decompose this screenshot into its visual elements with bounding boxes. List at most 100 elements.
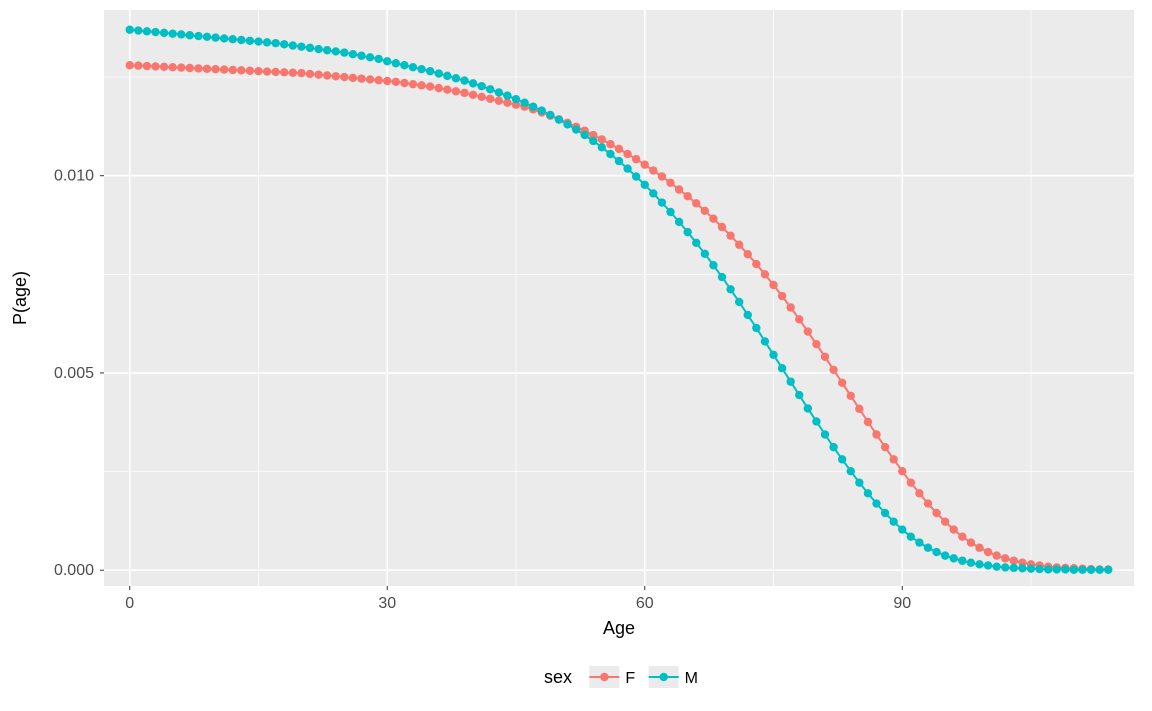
point bbox=[229, 35, 237, 43]
point bbox=[615, 157, 623, 165]
point bbox=[237, 66, 245, 74]
point bbox=[297, 42, 305, 50]
point bbox=[786, 303, 794, 311]
point bbox=[151, 28, 159, 36]
point bbox=[306, 70, 314, 78]
point bbox=[460, 89, 468, 97]
point bbox=[804, 327, 812, 335]
point bbox=[392, 59, 400, 67]
point bbox=[349, 74, 357, 82]
point bbox=[847, 467, 855, 475]
point bbox=[632, 172, 640, 180]
point bbox=[529, 102, 537, 110]
point bbox=[400, 79, 408, 87]
point bbox=[409, 63, 417, 71]
point bbox=[1070, 566, 1078, 574]
point bbox=[417, 65, 425, 73]
point bbox=[598, 135, 606, 143]
point bbox=[271, 68, 279, 76]
point bbox=[194, 64, 202, 72]
point bbox=[134, 26, 142, 34]
point bbox=[134, 61, 142, 69]
point bbox=[340, 73, 348, 81]
point bbox=[495, 88, 503, 96]
point bbox=[726, 231, 734, 239]
point bbox=[709, 261, 717, 269]
point bbox=[778, 364, 786, 372]
point bbox=[1095, 566, 1103, 574]
point bbox=[538, 106, 546, 114]
point bbox=[623, 150, 631, 158]
point bbox=[589, 137, 597, 145]
point bbox=[383, 57, 391, 65]
legend-key-point bbox=[600, 673, 608, 681]
point bbox=[1001, 563, 1009, 571]
point bbox=[641, 160, 649, 168]
point bbox=[984, 561, 992, 569]
point bbox=[623, 164, 631, 172]
point bbox=[177, 30, 185, 38]
point bbox=[477, 82, 485, 90]
point bbox=[821, 353, 829, 361]
point bbox=[761, 270, 769, 278]
point bbox=[718, 273, 726, 281]
point bbox=[289, 69, 297, 77]
point bbox=[658, 198, 666, 206]
point bbox=[1078, 566, 1086, 574]
legend-label: F bbox=[625, 670, 635, 687]
point bbox=[864, 489, 872, 497]
point bbox=[666, 179, 674, 187]
x-axis-title: Age bbox=[603, 618, 635, 638]
point bbox=[718, 223, 726, 231]
point bbox=[1035, 565, 1043, 573]
point bbox=[177, 63, 185, 71]
point bbox=[864, 418, 872, 426]
point bbox=[263, 67, 271, 75]
point bbox=[460, 76, 468, 84]
point bbox=[280, 68, 288, 76]
point bbox=[469, 79, 477, 87]
point bbox=[847, 392, 855, 400]
point bbox=[555, 115, 563, 123]
point bbox=[443, 72, 451, 80]
point bbox=[735, 241, 743, 249]
legend-label: M bbox=[685, 670, 698, 687]
point bbox=[203, 65, 211, 73]
point bbox=[992, 551, 1000, 559]
point bbox=[469, 91, 477, 99]
point bbox=[263, 38, 271, 46]
point bbox=[220, 65, 228, 73]
point bbox=[658, 172, 666, 180]
point bbox=[915, 489, 923, 497]
point bbox=[546, 111, 554, 119]
point bbox=[254, 67, 262, 75]
point bbox=[126, 26, 134, 34]
point bbox=[229, 66, 237, 74]
point bbox=[932, 509, 940, 517]
point bbox=[323, 46, 331, 54]
point bbox=[211, 65, 219, 73]
point bbox=[1010, 564, 1018, 572]
point bbox=[435, 84, 443, 92]
point bbox=[769, 281, 777, 289]
point bbox=[572, 125, 580, 133]
point bbox=[889, 455, 897, 463]
point bbox=[486, 85, 494, 93]
point bbox=[855, 405, 863, 413]
point bbox=[452, 87, 460, 95]
point bbox=[323, 71, 331, 79]
point bbox=[168, 29, 176, 37]
point bbox=[220, 34, 228, 42]
point bbox=[1053, 565, 1061, 573]
point bbox=[726, 285, 734, 293]
point bbox=[829, 366, 837, 374]
point bbox=[855, 478, 863, 486]
point bbox=[332, 47, 340, 55]
point bbox=[744, 311, 752, 319]
point bbox=[297, 69, 305, 77]
point bbox=[1018, 564, 1026, 572]
point bbox=[907, 532, 915, 540]
point bbox=[941, 517, 949, 525]
point bbox=[357, 52, 365, 60]
point bbox=[752, 260, 760, 268]
